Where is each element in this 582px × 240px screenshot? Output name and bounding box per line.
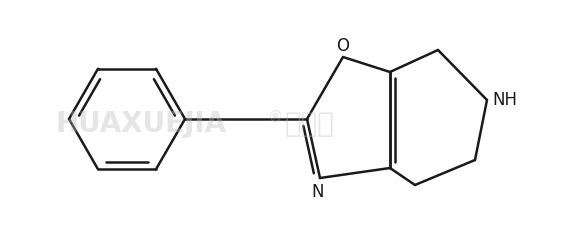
Text: ®: ®: [268, 109, 283, 125]
Text: N: N: [312, 183, 324, 201]
Text: 化学加: 化学加: [285, 110, 335, 138]
Text: HUAXUEJIA: HUAXUEJIA: [55, 110, 226, 138]
Text: NH: NH: [492, 91, 517, 109]
Text: O: O: [336, 37, 350, 55]
